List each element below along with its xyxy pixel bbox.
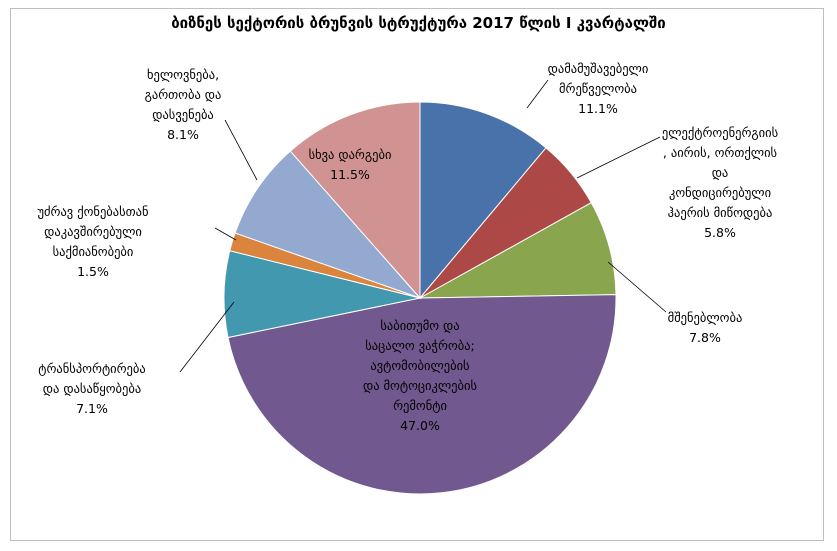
pie-slice: [234, 150, 422, 300]
slice-label: მშენებლობა 7.8%: [668, 310, 743, 345]
leader-line: [214, 227, 237, 241]
slice-label: დამამუშავებელი მრეწველობა 11.1%: [548, 61, 649, 116]
slice-label: საბითუმო და საცალო ვაჭრობა; ავტომობილების დ…: [363, 318, 477, 433]
pie-slice: [419, 101, 547, 300]
leader-line: [224, 119, 258, 181]
slice-label: უძრავ ქონებასთან დაკავშირებული საქმიანობებ…: [37, 204, 148, 279]
leader-line: [576, 136, 661, 179]
pie-slice: [419, 201, 617, 299]
chart-title: ბიზნეს სექტორის ბრუნვის სტრუქტურა 2017 წ…: [171, 14, 666, 32]
leader-line: [526, 79, 549, 109]
leader-line: [179, 301, 235, 373]
slice-label: სხვა დარგები 11.5%: [309, 147, 392, 182]
pie-slice: [227, 294, 617, 495]
slice-label: ხელოვნება, გართობა და დასვენება 8.1%: [145, 67, 222, 142]
leader-line: [607, 261, 667, 313]
slice-label: ტრანსპორტირება და დასაწყობება 7.1%: [38, 361, 145, 416]
pie-slice: [289, 101, 421, 300]
slice-label: ელექტროენერგიის, აირის, ორთქლის და კონდიცი…: [662, 125, 778, 240]
